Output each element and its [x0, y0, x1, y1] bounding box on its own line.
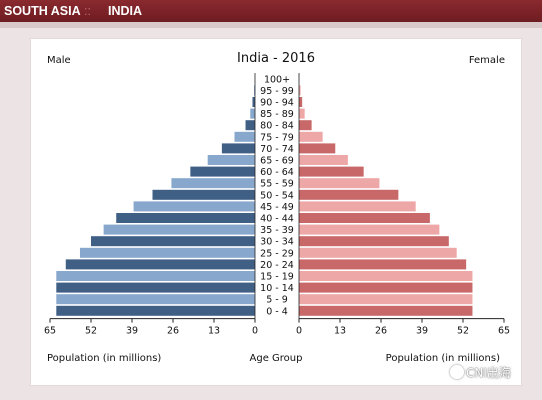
female-bar	[299, 213, 430, 223]
right-tick-label: 39	[416, 326, 428, 337]
right-tick-label: 65	[498, 326, 510, 337]
left-tick-label: 39	[126, 326, 138, 337]
male-bar	[116, 213, 255, 223]
female-bar	[299, 131, 323, 142]
male-bar	[103, 224, 255, 235]
chart-title: India - 2016	[237, 51, 315, 66]
country-label: INDIA	[108, 4, 143, 18]
female-bar	[299, 236, 449, 247]
left-tick-label: 0	[252, 326, 258, 337]
female-bar	[299, 305, 473, 316]
age-group-label: 5 - 9	[266, 295, 288, 306]
left-tick-label: 13	[208, 326, 220, 337]
age-group-label: 70 - 74	[260, 144, 294, 155]
male-bar	[252, 97, 255, 107]
age-group-label: 75 - 79	[260, 132, 294, 143]
left-tick-label: 65	[44, 326, 56, 337]
left-x-axis-label: Population (in millions)	[47, 353, 161, 364]
age-group-label: 95 - 99	[260, 86, 294, 97]
age-group-label: 40 - 44	[260, 214, 294, 225]
age-group-label: 50 - 54	[260, 190, 294, 201]
age-group-label: 30 - 34	[260, 237, 294, 248]
female-bar	[299, 143, 336, 154]
age-group-label: 15 - 19	[260, 272, 294, 283]
header-stripe	[0, 22, 542, 28]
male-bar	[190, 166, 255, 177]
male-bar	[250, 108, 255, 119]
male-bar	[133, 201, 255, 212]
age-group-label: 65 - 69	[260, 156, 294, 167]
axes-group: 65 52 39 26 13 0 0 13 26 39 52 65	[44, 73, 510, 337]
female-bar	[299, 271, 473, 281]
chart-card: India - 2016 Male Female 100+ 95 - 99 90 -…	[30, 38, 522, 386]
female-bar	[299, 282, 473, 293]
age-group-label: 80 - 84	[260, 121, 294, 132]
female-bar	[299, 201, 416, 212]
female-bar	[299, 155, 348, 165]
age-group-label: 10 - 14	[260, 283, 294, 294]
female-bar	[299, 97, 303, 107]
center-axis-label: Age Group	[250, 353, 303, 364]
age-group-label: 35 - 39	[260, 225, 294, 236]
age-group-label: 45 - 49	[260, 202, 294, 213]
region-header-bar: SOUTH ASIA :: INDIA	[0, 0, 542, 22]
age-group-label: 90 - 94	[260, 98, 294, 109]
breadcrumb-separator: ::	[84, 4, 91, 18]
male-bar	[245, 120, 255, 131]
right-panel-label: Female	[469, 55, 505, 66]
chat-bubble-icon	[450, 365, 464, 379]
male-bar	[234, 131, 255, 142]
male-bar	[79, 247, 255, 258]
region-label[interactable]: SOUTH ASIA	[4, 4, 81, 18]
female-bar	[299, 294, 473, 305]
age-group-label: 60 - 64	[260, 167, 294, 178]
right-tick-label: 13	[334, 326, 346, 337]
male-bar	[207, 155, 255, 165]
male-bar	[65, 259, 255, 270]
right-tick-label: 52	[457, 326, 469, 337]
left-panel-label: Male	[47, 55, 71, 66]
male-bar	[56, 282, 255, 293]
watermark: CNI出海	[450, 364, 511, 381]
right-x-axis-label: Population (in millions)	[386, 353, 500, 364]
age-group-label: 0 - 4	[266, 306, 288, 317]
female-bar	[299, 247, 457, 258]
female-bar	[299, 189, 399, 200]
female-bar	[299, 166, 364, 177]
female-bar	[299, 120, 312, 131]
male-bar	[171, 178, 255, 189]
left-tick-label: 26	[167, 326, 179, 337]
age-group-label: 25 - 29	[260, 248, 294, 259]
female-bar	[299, 259, 467, 270]
male-bar	[221, 143, 255, 154]
male-bar	[152, 189, 255, 200]
male-bar	[56, 271, 255, 281]
male-bar	[56, 294, 255, 305]
male-bar	[56, 305, 255, 316]
female-bar	[299, 85, 301, 96]
age-group-label: 20 - 24	[260, 260, 294, 271]
female-bar	[299, 178, 380, 189]
age-group-label: 55 - 59	[260, 179, 294, 190]
male-bar	[254, 85, 255, 96]
female-bar	[299, 108, 305, 119]
male-bar	[91, 236, 255, 247]
female-bar	[299, 224, 440, 235]
age-group-label: 85 - 89	[260, 109, 294, 120]
watermark-text: CNI出海	[466, 366, 511, 380]
left-tick-label: 52	[85, 326, 97, 337]
age-group-label: 100+	[264, 74, 290, 85]
right-tick-label: 0	[296, 326, 302, 337]
right-tick-label: 26	[375, 326, 387, 337]
